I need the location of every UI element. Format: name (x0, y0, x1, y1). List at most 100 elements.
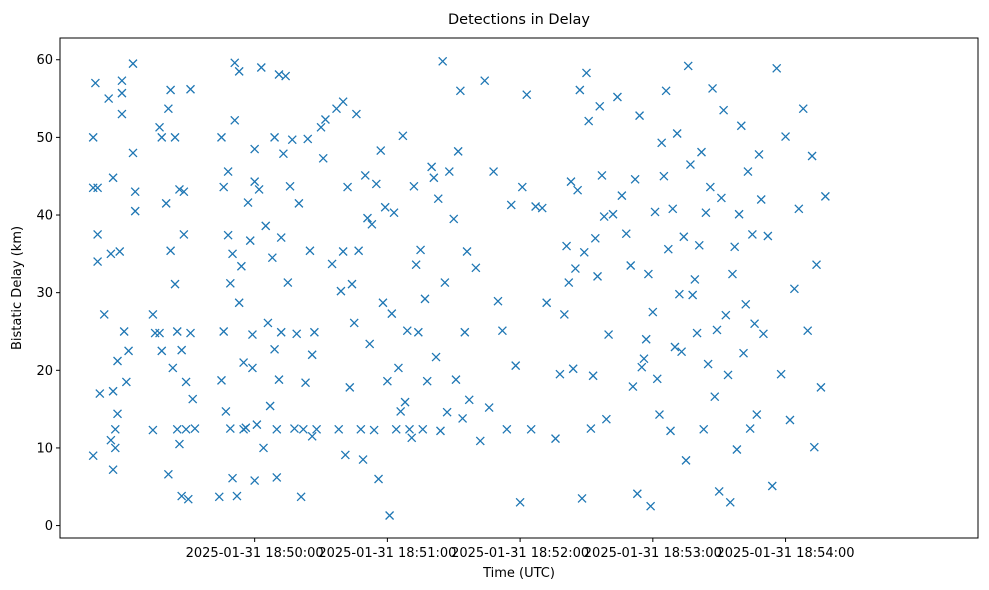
data-point (506, 200, 516, 210)
data-point (393, 363, 403, 373)
data-point (657, 138, 667, 148)
data-point (646, 501, 656, 511)
data-point (274, 375, 284, 385)
data-point (292, 329, 302, 339)
data-point (422, 376, 432, 386)
data-point (174, 439, 184, 449)
data-point (110, 443, 120, 453)
data-point (228, 473, 237, 483)
data-point (420, 294, 430, 304)
data-point (358, 455, 368, 465)
data-point (573, 185, 583, 195)
data-point (281, 71, 291, 81)
data-point (685, 160, 695, 170)
data-point (781, 132, 791, 142)
data-point (635, 111, 645, 121)
data-point (108, 465, 118, 475)
data-point (517, 182, 527, 192)
data-point (526, 424, 536, 434)
data-point (621, 229, 631, 239)
data-point (579, 247, 589, 257)
data-point (170, 279, 180, 289)
data-point (522, 90, 532, 100)
data-point (626, 261, 636, 270)
data-point (438, 56, 448, 66)
data-point (588, 371, 598, 381)
data-point (694, 240, 704, 250)
data-point (471, 263, 481, 273)
data-point (721, 310, 731, 320)
data-point (124, 346, 134, 356)
data-point (239, 358, 249, 367)
data-point (155, 328, 165, 338)
data-point (455, 86, 465, 96)
data-point (172, 424, 182, 434)
data-point (298, 424, 308, 434)
data-point (772, 63, 782, 73)
data-point (177, 491, 187, 501)
data-point (113, 409, 122, 419)
data-point (710, 392, 720, 402)
data-point (719, 105, 729, 115)
data-point (181, 424, 191, 434)
data-point (489, 167, 499, 176)
data-point (460, 327, 470, 337)
data-point (739, 348, 748, 358)
data-point (276, 327, 286, 337)
data-point (458, 413, 468, 423)
data-point (376, 146, 386, 156)
data-point (307, 350, 317, 360)
data-point (261, 221, 271, 231)
data-point (363, 213, 372, 223)
data-point (301, 378, 310, 388)
data-point (378, 298, 388, 308)
data-point (564, 278, 574, 288)
data-point (130, 187, 140, 197)
data-point (431, 352, 441, 362)
data-point (367, 219, 377, 229)
data-point (241, 423, 251, 433)
data-point (655, 410, 664, 420)
data-point (570, 264, 580, 274)
data-point (643, 269, 653, 279)
data-point (168, 363, 178, 373)
data-point (708, 84, 718, 93)
data-point (436, 426, 445, 436)
data-point (632, 489, 642, 499)
data-point (309, 327, 319, 337)
data-point (484, 403, 494, 413)
data-point (93, 257, 103, 267)
data-point (703, 359, 713, 369)
data-point (369, 425, 379, 435)
data-point (566, 177, 576, 187)
data-point (442, 407, 452, 417)
data-point (604, 330, 614, 340)
data-point (402, 326, 412, 336)
data-point (385, 511, 395, 520)
data-point (785, 415, 795, 425)
data-point (475, 436, 485, 446)
data-point (276, 233, 286, 242)
data-point (157, 346, 167, 356)
data-point (283, 278, 293, 288)
data-point (716, 193, 726, 203)
data-point (732, 445, 742, 454)
data-point (236, 261, 246, 271)
data-point (110, 424, 120, 434)
data-point (714, 486, 724, 496)
data-point (278, 149, 288, 159)
data-point (186, 84, 195, 94)
data-point (559, 309, 569, 319)
data-point (807, 151, 817, 161)
data-point (449, 214, 459, 224)
data-point (305, 246, 315, 256)
data-point (270, 132, 280, 142)
data-point (172, 327, 182, 336)
data-point (349, 318, 359, 328)
data-point (256, 63, 266, 72)
data-point (666, 426, 675, 436)
data-point (252, 420, 262, 430)
data-point (515, 497, 525, 507)
data-point (117, 76, 127, 86)
data-point (387, 309, 397, 319)
